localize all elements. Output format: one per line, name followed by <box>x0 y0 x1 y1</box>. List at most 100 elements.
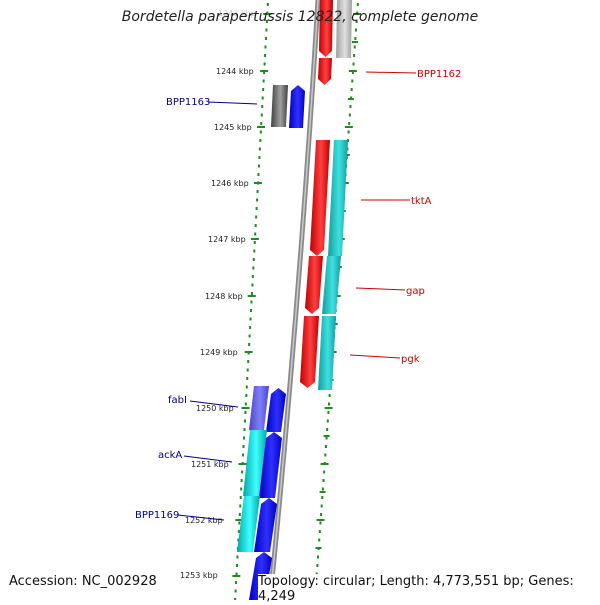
gene-gap <box>305 256 323 314</box>
scale-dot-outer <box>353 54 356 57</box>
label-layer: 1244 kbp 1245 kbp 1246 kbp 1247 kbp 1248 kbp… <box>135 9 461 580</box>
scale-dot-inner <box>249 326 252 329</box>
scale-dot-inner <box>251 283 254 287</box>
scale-dot-inner <box>256 198 259 202</box>
scale-dot-outer <box>349 105 352 108</box>
kbp-tick-label: 1249 kbp <box>200 348 238 357</box>
leader-line <box>355 287 406 291</box>
scale-dot-inner <box>245 385 248 389</box>
kbp-tick-label: 1247 kbp <box>208 235 246 244</box>
scale-dot-inner <box>249 317 252 321</box>
kbp-tick-outer <box>344 126 353 128</box>
scale-dot-outer <box>318 530 321 533</box>
scale-dot-inner <box>264 45 267 49</box>
gene-label-tkta: tktA <box>411 196 432 207</box>
kbp-tick-inner <box>260 70 269 72</box>
scale-dot-outer <box>347 130 350 134</box>
scale-dot-inner <box>245 394 248 397</box>
kbp-tick-inner <box>263 13 272 15</box>
scale-dot-outer <box>318 538 321 542</box>
scale-dot-inner <box>246 377 249 380</box>
leader-line <box>183 455 233 463</box>
gene-grey-inner <box>271 85 288 127</box>
gene-fabI-shadow <box>249 386 269 430</box>
scale-dot-outer <box>321 487 324 491</box>
scale-dot-outer <box>319 521 322 525</box>
gene-label-pgk: pgk <box>401 354 420 365</box>
scale-dot-inner <box>265 20 268 23</box>
kbp-tick-inner <box>241 407 250 409</box>
scale-dot-inner <box>266 3 269 6</box>
scale-dot-outer <box>322 479 325 482</box>
scale-dot-inner <box>248 334 251 338</box>
kbp-tick-label: 1250 kbp <box>196 404 234 413</box>
scale-dot-inner <box>242 453 245 457</box>
scale-dot-outer <box>326 419 329 423</box>
half-tick-outer <box>319 491 326 493</box>
scale-dot-outer <box>317 555 320 559</box>
gene-ackA-shadow <box>243 430 267 496</box>
scale-dot-inner <box>234 589 237 593</box>
scale-dot-inner <box>257 173 260 176</box>
scale-dot-outer <box>354 28 357 32</box>
scale-dot-outer <box>321 496 324 499</box>
kbp-tick-label: 1251 kbp <box>191 460 229 469</box>
scale-dot-inner <box>248 343 251 346</box>
scale-dot-inner <box>239 504 242 508</box>
backbone-highlight <box>269 0 319 601</box>
kbp-tick-label-faded: 1243 kbp <box>218 9 256 18</box>
scale-dot-inner <box>255 215 258 219</box>
kbp-tick-inner <box>244 351 253 353</box>
scale-dot-inner <box>260 113 263 117</box>
background-layer <box>232 0 361 601</box>
scale-dot-inner <box>251 275 254 278</box>
leader-line <box>207 101 258 105</box>
leader-line <box>177 514 225 521</box>
scale-dot-outer <box>352 62 355 66</box>
scale-dot-outer <box>327 411 330 414</box>
scale-dot-inner <box>235 564 238 567</box>
scale-dot-outer <box>316 564 319 567</box>
scale-dot-inner <box>244 402 247 406</box>
scale-dot-inner <box>244 411 247 414</box>
scale-dot-inner <box>242 445 245 448</box>
scale-dot-inner <box>242 436 245 440</box>
gene-layer <box>237 0 352 600</box>
kbp-tick-label: 1245 kbp <box>214 123 252 132</box>
scale-dot-outer <box>324 445 327 448</box>
gene-ackA <box>259 432 282 498</box>
gene-pgk <box>300 316 319 388</box>
scale-dot-outer <box>351 79 354 83</box>
genome-title: Bordetella parapertussis 12822, complete… <box>121 9 479 25</box>
scale-dot-inner <box>246 368 249 372</box>
leader-line <box>189 400 239 408</box>
scale-dot-inner <box>257 164 260 168</box>
scale-dot-inner <box>235 572 238 576</box>
scale-dot-inner <box>240 487 243 491</box>
gene-label-bpp1162: BPP1162 <box>417 69 461 80</box>
scale-dot-inner <box>264 37 267 40</box>
kbp-tick-inner <box>250 238 259 240</box>
scale-dot-inner <box>235 581 238 584</box>
scale-dot-inner <box>250 309 253 312</box>
scale-dot-inner <box>262 79 265 83</box>
scale-dot-inner <box>264 54 267 57</box>
scale-dot-inner <box>258 147 261 151</box>
gene-label-fabi: fabI <box>168 395 187 406</box>
scale-dot-outer <box>328 402 331 406</box>
scale-dot-inner <box>253 241 256 244</box>
scale-dot-inner <box>254 224 257 227</box>
scale-dot-inner <box>261 105 264 108</box>
gene-label-bpp1163: BPP1163 <box>166 97 210 108</box>
scale-dot-inner <box>247 360 250 363</box>
scale-dot-inner <box>243 428 246 431</box>
scale-dot-outer <box>348 113 351 117</box>
kbp-tick-inner <box>247 295 256 297</box>
scale-dot-outer <box>323 470 326 474</box>
scale-dot-inner <box>253 249 256 253</box>
scale-dot-inner <box>252 258 255 261</box>
gene-pgk-shadow <box>318 316 336 390</box>
scale-dot-outer <box>320 513 323 516</box>
gene-tktA <box>310 140 330 256</box>
scale-dot-inner <box>250 292 253 295</box>
